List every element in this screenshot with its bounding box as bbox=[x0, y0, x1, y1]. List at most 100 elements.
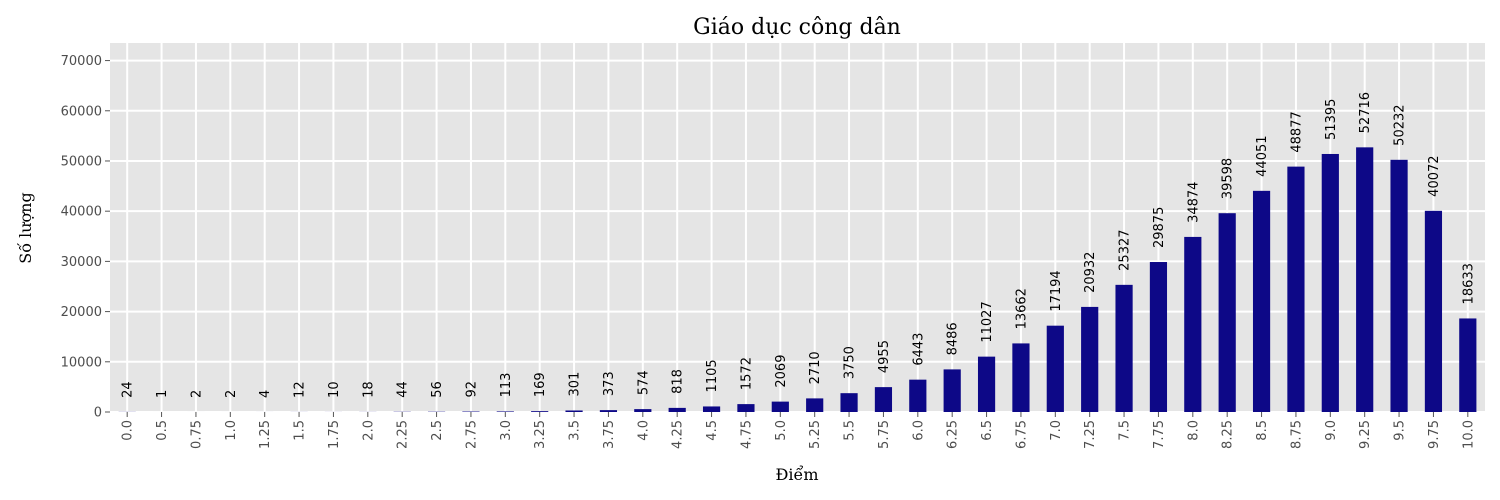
bar bbox=[634, 409, 652, 412]
x-tick-label: 2.25 bbox=[396, 420, 411, 449]
data-label: 34874 bbox=[1186, 182, 1201, 223]
x-tick-label: 3.25 bbox=[533, 420, 548, 449]
data-label: 56 bbox=[430, 381, 445, 398]
x-tick-label: 5.0 bbox=[774, 420, 789, 441]
x-tick-label: 3.0 bbox=[499, 420, 514, 441]
x-tick-label: 6.5 bbox=[980, 420, 995, 441]
x-tick-label: 6.25 bbox=[946, 420, 961, 449]
y-tick-label: 50000 bbox=[61, 154, 102, 169]
x-tick-label: 8.75 bbox=[1289, 420, 1304, 449]
x-tick-label: 0.75 bbox=[189, 420, 204, 449]
data-label: 18 bbox=[361, 381, 376, 398]
data-label: 1 bbox=[155, 390, 170, 398]
data-label: 51395 bbox=[1324, 99, 1339, 140]
x-tick-label: 4.25 bbox=[671, 420, 686, 449]
x-tick-label: 7.0 bbox=[1049, 420, 1064, 441]
bar bbox=[1218, 213, 1236, 412]
data-label: 24 bbox=[121, 381, 136, 398]
plot-background bbox=[110, 43, 1485, 412]
x-tick-label: 2.5 bbox=[430, 420, 445, 441]
bar bbox=[565, 410, 583, 412]
bar bbox=[599, 410, 618, 412]
x-tick-label: 2.0 bbox=[361, 420, 376, 441]
x-tick-label: 9.25 bbox=[1358, 420, 1373, 449]
data-label: 44 bbox=[396, 381, 411, 398]
y-tick-label: 10000 bbox=[61, 355, 102, 370]
x-tick-label: 1.75 bbox=[327, 420, 342, 449]
data-label: 29875 bbox=[1152, 207, 1167, 248]
data-label: 818 bbox=[671, 369, 686, 394]
data-label: 2710 bbox=[808, 351, 823, 384]
bar bbox=[1012, 343, 1030, 412]
data-label: 169 bbox=[533, 372, 548, 397]
data-label: 574 bbox=[636, 370, 651, 395]
bar bbox=[702, 406, 721, 412]
data-label: 11027 bbox=[980, 301, 995, 342]
bar bbox=[668, 407, 686, 412]
bar bbox=[806, 398, 824, 412]
x-tick-label: 8.0 bbox=[1186, 420, 1201, 441]
data-label: 6443 bbox=[911, 333, 926, 366]
data-label: 44051 bbox=[1255, 135, 1270, 176]
x-tick-label: 8.5 bbox=[1255, 420, 1270, 441]
x-tick-label: 2.75 bbox=[464, 420, 479, 449]
data-label: 4 bbox=[258, 390, 273, 398]
x-tick-label: 4.75 bbox=[739, 420, 754, 449]
data-label: 2069 bbox=[774, 355, 789, 388]
bar bbox=[1115, 284, 1133, 412]
x-tick-label: 6.0 bbox=[911, 420, 926, 441]
x-tick-label: 1.5 bbox=[293, 420, 308, 441]
x-axis-label: Điểm bbox=[775, 465, 818, 484]
x-tick-label: 6.75 bbox=[1014, 420, 1029, 449]
x-tick-label: 9.0 bbox=[1324, 420, 1339, 441]
bar bbox=[1046, 325, 1064, 412]
bar bbox=[1459, 318, 1477, 412]
bar bbox=[977, 356, 996, 412]
x-tick-label: 4.0 bbox=[636, 420, 651, 441]
data-label: 20932 bbox=[1083, 252, 1098, 293]
x-tick-label: 0.5 bbox=[155, 420, 170, 441]
data-label: 113 bbox=[499, 373, 514, 398]
data-label: 39598 bbox=[1221, 158, 1236, 199]
x-tick-label: 9.5 bbox=[1393, 420, 1408, 441]
bar bbox=[1356, 147, 1374, 412]
x-tick-label: 9.75 bbox=[1427, 420, 1442, 449]
x-tick-label: 10.0 bbox=[1461, 420, 1476, 449]
bar bbox=[771, 401, 789, 412]
y-tick-label: 30000 bbox=[61, 255, 102, 270]
x-tick-label: 3.5 bbox=[568, 420, 583, 441]
bar bbox=[1321, 153, 1339, 412]
y-tick-label: 60000 bbox=[61, 104, 102, 119]
data-label: 4955 bbox=[877, 340, 892, 373]
data-label: 12 bbox=[293, 381, 308, 398]
data-label: 18633 bbox=[1461, 263, 1476, 304]
data-label: 50232 bbox=[1393, 104, 1408, 145]
x-tick-label: 5.5 bbox=[843, 420, 858, 441]
x-tick-label: 4.5 bbox=[705, 420, 720, 441]
data-label: 1105 bbox=[705, 359, 720, 392]
y-tick-label: 0 bbox=[94, 406, 102, 421]
bar bbox=[496, 411, 514, 412]
x-tick-label: 1.0 bbox=[224, 420, 239, 441]
bar bbox=[1149, 262, 1168, 412]
data-label: 373 bbox=[602, 371, 617, 396]
bar bbox=[874, 387, 893, 412]
x-tick-label: 0.0 bbox=[121, 420, 136, 441]
y-tick-label: 20000 bbox=[61, 305, 102, 320]
data-label: 2 bbox=[189, 390, 204, 398]
data-label: 17194 bbox=[1049, 270, 1064, 311]
bar bbox=[909, 379, 927, 412]
data-label: 3750 bbox=[843, 346, 858, 379]
y-ticks: 0 10000 20000 30000 40000 50000 60000 70000 bbox=[61, 54, 110, 421]
bar bbox=[1390, 159, 1408, 412]
data-label: 10 bbox=[327, 381, 342, 398]
bar bbox=[943, 369, 961, 412]
data-label: 2 bbox=[224, 390, 239, 398]
bar bbox=[1184, 236, 1202, 412]
data-labels: 24 1 2 2 4 12 10 18 44 56 92 113 169 301 373 574 818 1105… bbox=[121, 92, 1477, 398]
y-tick-label: 40000 bbox=[61, 205, 102, 220]
data-label: 48877 bbox=[1289, 111, 1304, 152]
data-label: 1572 bbox=[739, 357, 754, 390]
